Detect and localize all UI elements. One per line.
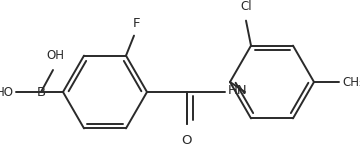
Text: F: F — [132, 17, 140, 30]
Text: OH: OH — [46, 49, 64, 62]
Text: B: B — [36, 86, 46, 98]
Text: HN: HN — [228, 84, 248, 97]
Text: HO: HO — [0, 86, 14, 98]
Text: O: O — [182, 134, 192, 147]
Text: Cl: Cl — [240, 0, 252, 13]
Text: CH₃: CH₃ — [342, 75, 360, 89]
